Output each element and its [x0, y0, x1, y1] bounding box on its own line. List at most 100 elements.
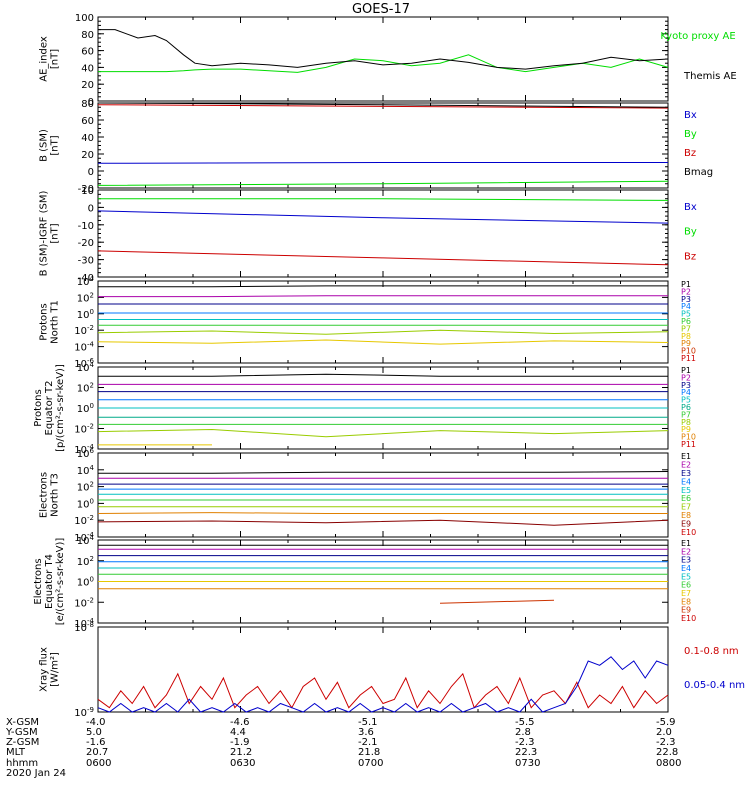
y-tick-label: 10-2 — [74, 423, 94, 436]
legend-entry: P1 — [681, 280, 691, 289]
ephemeris-value: 0700 — [358, 758, 383, 769]
ephemeris-value: 20.7 — [86, 747, 108, 758]
ephemeris-value: -5.5 — [515, 717, 535, 728]
legend-entry: P7 — [681, 410, 691, 419]
y-tick-label: 10-6 — [74, 357, 94, 370]
legend-entry: P8 — [681, 332, 691, 341]
legend-entry: E1 — [681, 452, 691, 461]
y-axis-label: B (SM)-IGRF (SM) — [39, 191, 50, 277]
y-tick-label: 20 — [81, 80, 94, 91]
ephemeris-value: 0800 — [656, 758, 681, 769]
panel-frame — [97, 626, 669, 713]
y-tick-label: 102 — [77, 555, 94, 568]
ephemeris-value: 21.8 — [358, 747, 380, 758]
y-tick-label: 10-2 — [74, 596, 94, 609]
legend-entry: E10 — [681, 528, 696, 537]
y-tick-label: -40 — [78, 273, 94, 284]
y-axis-label: Electrons — [39, 472, 50, 518]
legend-entry: P10 — [681, 347, 696, 356]
y-axis-label: [p/(cm²-s-sr-keV)] — [55, 364, 66, 452]
series-line-e1 — [98, 471, 669, 474]
figure-title: GOES-17 — [352, 2, 410, 17]
legend-entry: E7 — [681, 503, 691, 512]
legend-entry: P2 — [681, 287, 691, 296]
ephemeris-value: -1.9 — [230, 737, 250, 748]
y-tick-label: 10-4 — [74, 531, 94, 544]
legend-entry: P2 — [681, 373, 691, 382]
y-tick-label: 10-4 — [74, 617, 94, 630]
y-tick-label: -20 — [78, 184, 94, 195]
series-line-bx — [97, 210, 669, 224]
legend-entry: E4 — [681, 564, 691, 573]
y-axis-label: Electrons — [33, 558, 44, 604]
series-line-e8 — [97, 512, 668, 514]
ephemeris-value: 4.4 — [230, 727, 246, 738]
ephemeris-date: 2020 Jan 24 — [6, 768, 66, 779]
y-tick-label: -10 — [78, 221, 94, 232]
ephemeris-value: 0630 — [230, 758, 255, 769]
ephemeris-value: 5.0 — [86, 727, 102, 738]
y-axis-label: North T3 — [50, 473, 61, 517]
y-axis-label: Xray flux — [39, 647, 50, 692]
legend-entry: E3 — [681, 556, 691, 565]
legend-entry: E2 — [681, 547, 691, 556]
legend-entry: E7 — [681, 589, 691, 598]
legend-entry: P10 — [681, 433, 696, 442]
y-tick-label: 100 — [77, 402, 94, 415]
legend-entry: By — [684, 129, 697, 140]
y-tick-label: 0 — [88, 167, 94, 178]
legend-entry: P7 — [681, 324, 691, 333]
series-line-p8 — [97, 339, 669, 345]
y-axis-label: Equator T2 — [44, 381, 55, 436]
ephemeris-row-label: Z-GSM — [6, 737, 39, 748]
legend-entry: Bz — [684, 148, 696, 159]
y-tick-label: 10-9 — [74, 706, 94, 719]
ephemeris-value: -2.3 — [515, 737, 535, 748]
legend-entry: P4 — [681, 302, 691, 311]
y-tick-label: 80 — [81, 99, 94, 110]
series-line-p1 — [98, 285, 668, 288]
y-tick-label: 80 — [81, 30, 94, 41]
y-axis-label: AE_index — [39, 36, 50, 82]
legend-entry: P1 — [681, 366, 691, 375]
series-line-themis-ae — [98, 29, 669, 70]
series-line-e9 — [439, 599, 555, 604]
y-tick-label: 10 — [81, 186, 94, 197]
legend-entry: P6 — [681, 317, 691, 326]
y-tick-label: 40 — [81, 133, 94, 144]
panel-1: 0 20 40 60 80 100 AE_index [nT] Kyoto proxy AE Th… — [39, 13, 737, 108]
series-line-p8 — [97, 428, 669, 438]
ephemeris-value: -1.6 — [86, 737, 106, 748]
ephemeris-value: -2.1 — [358, 737, 378, 748]
y-tick-label: 104 — [77, 275, 95, 288]
y-tick-label: 60 — [81, 47, 94, 58]
y-tick-label: 100 — [77, 308, 94, 321]
series-line-by — [98, 198, 669, 201]
ephemeris-value: 21.2 — [230, 747, 252, 758]
series-line-by — [97, 180, 669, 186]
series-line-kyoto-proxy-ae — [98, 54, 669, 73]
legend-entry: By — [684, 227, 697, 238]
ephemeris-value: -5.9 — [656, 717, 676, 728]
y-tick-label: 100 — [75, 13, 94, 24]
panel-8: 10-9 10-8 Xray flux [W/m²] 0.1-0.8 nm 0.05-0.… — [39, 621, 746, 719]
y-axis-label: North T1 — [50, 300, 61, 344]
legend-entry: E6 — [681, 494, 691, 503]
y-tick-label: 10-4 — [74, 341, 94, 354]
y-tick-label: -20 — [78, 238, 94, 249]
legend-entry: E9 — [681, 520, 691, 529]
panel-7: 10-4 10-2 100 102 104 Electrons Equator T4 [e/(… — [33, 534, 696, 630]
legend-entry: E5 — [681, 486, 691, 495]
series-line-bx — [97, 162, 668, 164]
legend-entry: Bmag — [684, 167, 713, 178]
y-axis-label: [e/(cm²-s-sr-keV)] — [55, 538, 66, 626]
y-tick-label: 10-4 — [74, 443, 94, 456]
ephemeris-value: -4.6 — [230, 717, 250, 728]
legend-entry: E3 — [681, 469, 691, 478]
series-line-0-05-0-4-nm — [97, 656, 669, 713]
panel-frame — [97, 189, 669, 278]
panel-5: 10-4 10-2 100 102 104 Protons Equator T2 [p/(cm… — [33, 361, 696, 456]
